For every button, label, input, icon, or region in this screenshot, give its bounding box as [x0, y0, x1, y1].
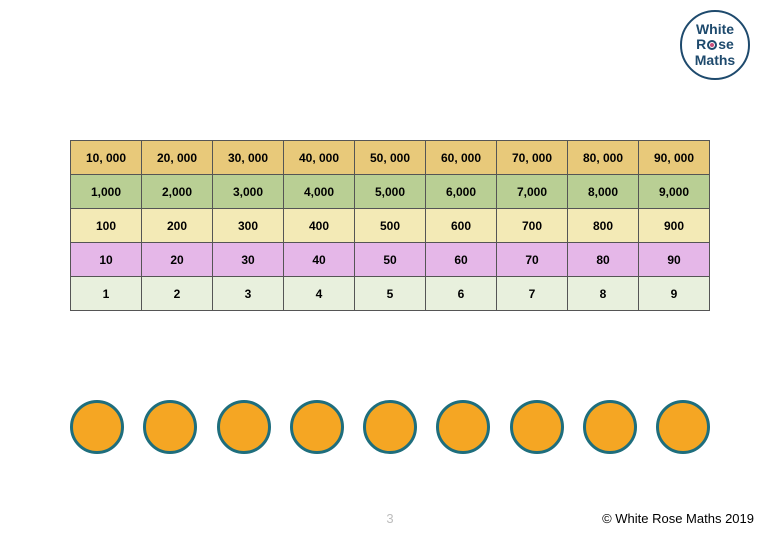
table-row: 100200300400500600700800900 — [71, 209, 710, 243]
table-cell: 70 — [497, 243, 568, 277]
brand-logo: White R se Maths — [680, 10, 750, 80]
page-number: 3 — [386, 511, 393, 526]
table-row: 102030405060708090 — [71, 243, 710, 277]
table-cell: 500 — [355, 209, 426, 243]
counter-circle — [583, 400, 637, 454]
counter-circle — [436, 400, 490, 454]
table-cell: 4 — [284, 277, 355, 311]
table-cell: 90 — [639, 243, 710, 277]
counter-circle — [217, 400, 271, 454]
table-cell: 20 — [142, 243, 213, 277]
table-cell: 8,000 — [568, 175, 639, 209]
gattegno-chart: 10, 00020, 00030, 00040, 00050, 00060, 0… — [70, 140, 710, 311]
table-cell: 6,000 — [426, 175, 497, 209]
rose-icon — [707, 40, 717, 50]
table-cell: 1 — [71, 277, 142, 311]
table-cell: 800 — [568, 209, 639, 243]
table-cell: 40, 000 — [284, 141, 355, 175]
table-cell: 2,000 — [142, 175, 213, 209]
table-cell: 100 — [71, 209, 142, 243]
counter-circle — [510, 400, 564, 454]
table-cell: 300 — [213, 209, 284, 243]
table-cell: 80, 000 — [568, 141, 639, 175]
table-cell: 9 — [639, 277, 710, 311]
table-cell: 400 — [284, 209, 355, 243]
table-cell: 10 — [71, 243, 142, 277]
table-cell: 8 — [568, 277, 639, 311]
table-row: 123456789 — [71, 277, 710, 311]
counter-circle — [656, 400, 710, 454]
copyright-text: © White Rose Maths 2019 — [602, 511, 754, 526]
gattegno-table: 10, 00020, 00030, 00040, 00050, 00060, 0… — [70, 140, 710, 311]
table-cell: 200 — [142, 209, 213, 243]
table-cell: 3 — [213, 277, 284, 311]
table-cell: 60, 000 — [426, 141, 497, 175]
table-cell: 5 — [355, 277, 426, 311]
table-cell: 6 — [426, 277, 497, 311]
table-cell: 50, 000 — [355, 141, 426, 175]
table-cell: 7 — [497, 277, 568, 311]
table-cell: 3,000 — [213, 175, 284, 209]
table-cell: 1,000 — [71, 175, 142, 209]
counter-row — [70, 400, 710, 454]
counter-circle — [70, 400, 124, 454]
table-cell: 30, 000 — [213, 141, 284, 175]
table-cell: 900 — [639, 209, 710, 243]
table-row: 1,0002,0003,0004,0005,0006,0007,0008,000… — [71, 175, 710, 209]
logo-line3: Maths — [695, 53, 735, 68]
table-cell: 10, 000 — [71, 141, 142, 175]
table-cell: 60 — [426, 243, 497, 277]
table-cell: 30 — [213, 243, 284, 277]
table-cell: 50 — [355, 243, 426, 277]
table-cell: 40 — [284, 243, 355, 277]
table-cell: 2 — [142, 277, 213, 311]
table-row: 10, 00020, 00030, 00040, 00050, 00060, 0… — [71, 141, 710, 175]
logo-line1: White — [696, 22, 734, 37]
table-cell: 5,000 — [355, 175, 426, 209]
table-cell: 90, 000 — [639, 141, 710, 175]
table-cell: 4,000 — [284, 175, 355, 209]
counter-circle — [290, 400, 344, 454]
counter-circle — [143, 400, 197, 454]
table-cell: 7,000 — [497, 175, 568, 209]
table-cell: 9,000 — [639, 175, 710, 209]
table-cell: 600 — [426, 209, 497, 243]
table-cell: 70, 000 — [497, 141, 568, 175]
table-cell: 700 — [497, 209, 568, 243]
logo-line2: R se — [696, 37, 734, 52]
table-cell: 20, 000 — [142, 141, 213, 175]
counter-circle — [363, 400, 417, 454]
table-cell: 80 — [568, 243, 639, 277]
